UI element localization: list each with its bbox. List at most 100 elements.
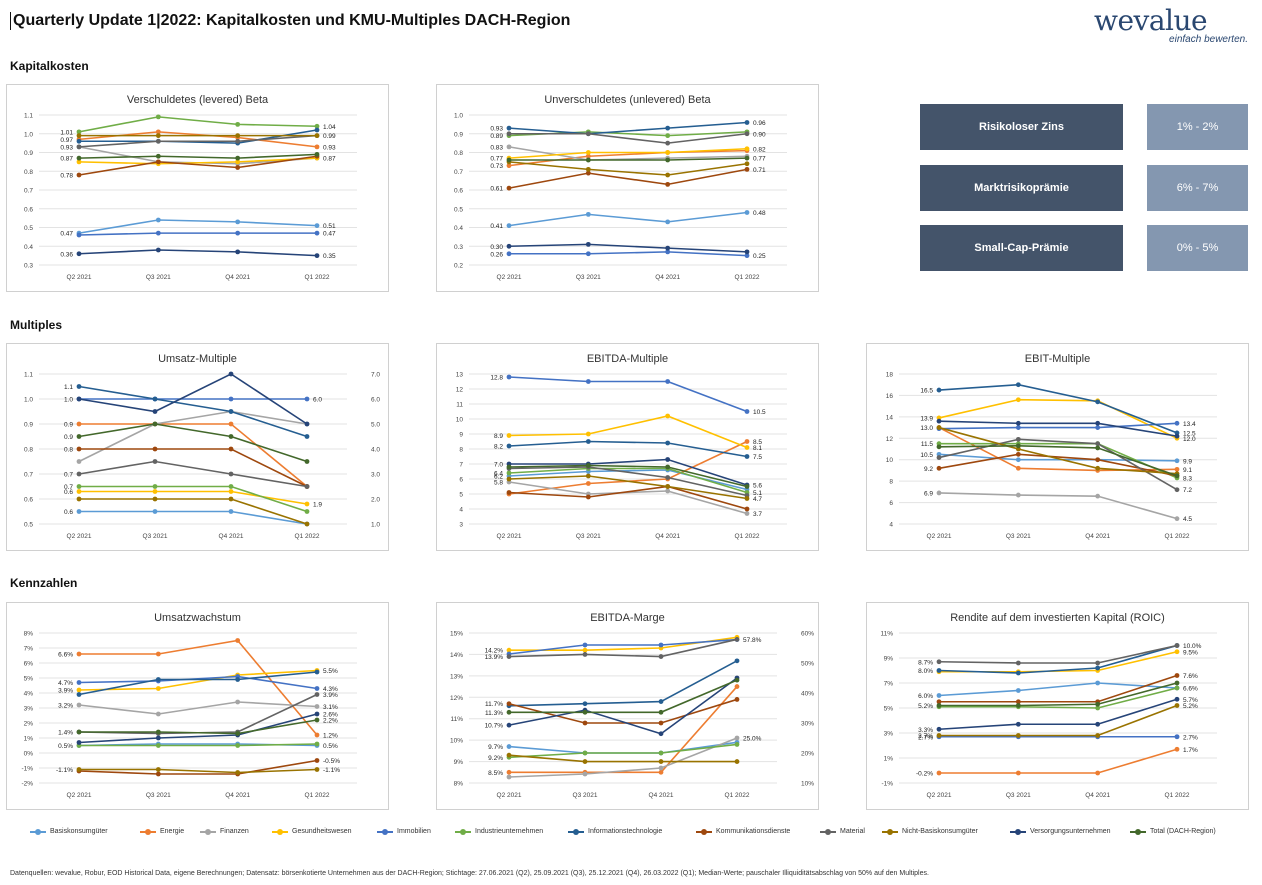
data-point [936, 425, 942, 430]
data-point [582, 652, 588, 657]
data-point [506, 443, 512, 449]
data-point [582, 771, 588, 777]
data-point [936, 693, 942, 698]
data-point [665, 181, 671, 187]
legend-swatch [377, 828, 393, 835]
data-point [665, 172, 671, 178]
series-line [938, 398, 1178, 440]
x-tick-label: Q1 2022 [295, 533, 320, 540]
data-label: 14.2% [485, 648, 504, 655]
series-line [509, 458, 748, 486]
x-tick-label: Q2 2021 [67, 533, 92, 540]
x-tick-label: Q2 2021 [497, 274, 522, 281]
y-tick-label: 1.0 [24, 131, 33, 138]
x-tick-label: Q1 2022 [305, 274, 330, 281]
data-point [1095, 445, 1101, 451]
data-point [1015, 382, 1021, 388]
data-label: 7.5 [753, 454, 762, 461]
chart-title: Umsatz-Multiple [158, 353, 237, 365]
x-tick-label: Q2 2021 [497, 792, 522, 799]
data-label: 13.4 [1183, 421, 1196, 428]
data-point [76, 651, 82, 657]
rate-label-market-premium: Marktrisikoprämie [920, 165, 1123, 211]
data-point [665, 379, 671, 384]
data-label: 13.0 [920, 425, 933, 432]
data-point [314, 144, 320, 150]
chart-unlevered-beta: 0.2 0.3 0.4 0.5 0.6 0.7 0.8 0.9 1.0 Q2 2021 Q3 202… [436, 84, 819, 292]
legend-label: Immobilien [397, 828, 431, 835]
chart-plot: 8% 9% 10% 11% 12% 13% 14% 15% 10% 20% 30% 40% 50% 60%… [450, 631, 814, 800]
data-label: 8.0% [918, 668, 933, 675]
series-line [508, 485, 748, 510]
data-point [734, 677, 740, 683]
legend-swatch [200, 828, 216, 835]
series-line [509, 636, 738, 651]
y-tick-label: 0.9 [454, 131, 463, 138]
data-point [1015, 688, 1021, 693]
footnote: Datenquellen: wevalue, Robur, EOD Histor… [10, 870, 929, 877]
data-point [658, 750, 664, 756]
data-point [1174, 649, 1180, 655]
data-label: 12.8 [490, 375, 503, 382]
data-point [152, 496, 158, 502]
data-point [665, 413, 671, 419]
data-label: 0.9 [64, 434, 73, 441]
series-line [78, 759, 318, 775]
series-line [508, 743, 738, 759]
data-point [76, 489, 82, 494]
legend-swatch [140, 828, 156, 835]
data-label: 2.2% [323, 718, 338, 725]
y2-tick-label: 4.0 [371, 447, 380, 454]
x-tick-label: Q2 2021 [67, 274, 92, 281]
series-line [79, 510, 308, 525]
data-label: 1.2% [323, 733, 338, 740]
data-point [585, 241, 591, 247]
series-line [79, 498, 308, 525]
legend-label: Energie [160, 828, 185, 835]
data-point [734, 697, 740, 702]
x-tick-label: Q1 2022 [725, 792, 750, 799]
data-point [506, 752, 512, 758]
data-point [665, 219, 671, 225]
section-kapitalkosten: Kapitalkosten [10, 59, 89, 73]
y-tick-label: 7 [459, 462, 463, 469]
data-point [228, 484, 234, 489]
data-point [304, 396, 310, 402]
data-label: 0.78 [60, 173, 73, 180]
series-line [509, 679, 738, 714]
legend-label: Nicht-Basiskonsumgüter [902, 828, 978, 835]
series-line [508, 754, 737, 763]
series-line [939, 682, 1178, 707]
data-point [228, 471, 234, 477]
x-tick-label: Q3 2021 [576, 533, 601, 540]
series-line [78, 713, 318, 744]
legend-swatch [820, 828, 836, 835]
data-point [155, 735, 161, 741]
x-tick-label: Q2 2021 [927, 792, 952, 799]
data-point [76, 687, 82, 693]
data-point [152, 509, 158, 514]
series-line [508, 149, 748, 167]
series-line [938, 438, 1178, 491]
data-point [76, 509, 82, 514]
data-point [665, 157, 671, 163]
data-point [1015, 425, 1021, 430]
data-label: 6.9 [924, 490, 933, 497]
data-label: 0.83 [490, 144, 503, 151]
series-line [939, 748, 1178, 774]
data-label: 3.7 [753, 511, 762, 518]
y-tick-label: 5 [459, 492, 463, 499]
y-tick-label: 10 [886, 457, 894, 464]
series-line [508, 440, 748, 458]
data-point [155, 771, 161, 777]
data-label: 0.87 [60, 156, 73, 163]
wevalue-logo: wevalue einfach bewerten. [1094, 4, 1254, 48]
y-tick-label: 8 [459, 447, 463, 454]
series-line [938, 383, 1178, 434]
series-line [938, 644, 1178, 664]
data-point [585, 211, 591, 217]
data-label: 0.51 [323, 223, 336, 230]
data-point [235, 155, 241, 161]
y-tick-label: 0.7 [454, 169, 463, 176]
x-tick-label: Q3 2021 [1006, 533, 1031, 540]
